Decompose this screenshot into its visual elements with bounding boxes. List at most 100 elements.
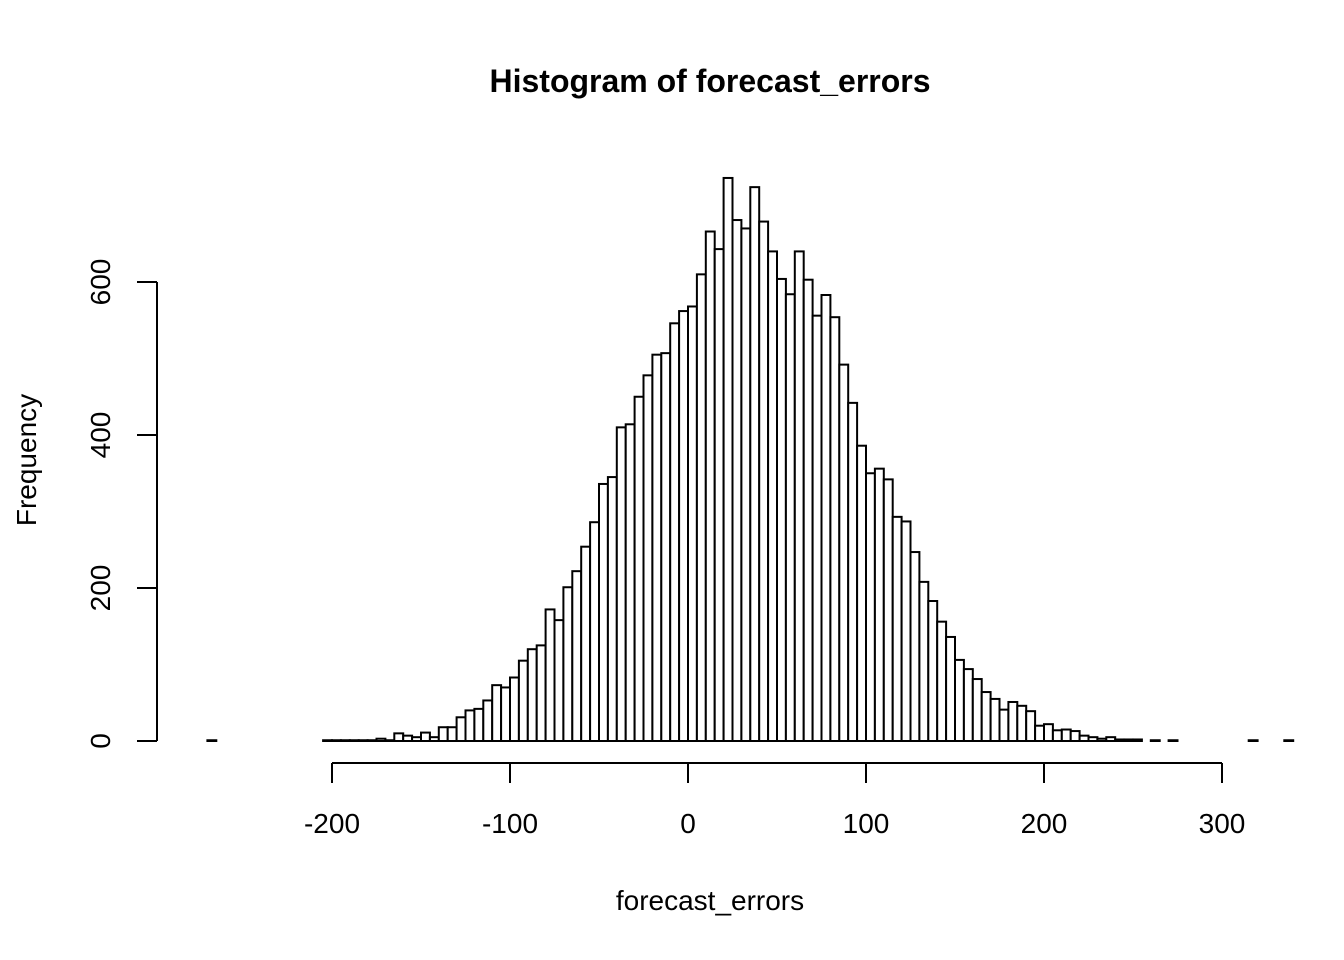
histogram-bar <box>348 739 360 742</box>
histogram-bar <box>882 478 894 742</box>
histogram-bar <box>1060 728 1072 743</box>
histogram-bar <box>517 659 529 742</box>
histogram-bar <box>526 648 538 743</box>
histogram-bar <box>704 230 716 742</box>
histogram-bar <box>544 608 556 742</box>
bars-group <box>206 176 1295 743</box>
histogram-bar <box>980 691 992 742</box>
histogram-bar <box>420 731 431 743</box>
histogram-bar <box>740 227 752 742</box>
histogram-bar <box>909 551 921 742</box>
histogram-bar <box>865 472 876 742</box>
histogram-bar <box>927 600 939 742</box>
histogram-bar <box>767 250 778 742</box>
histogram-bar <box>1123 738 1134 742</box>
histogram-bar <box>660 352 672 742</box>
y-tick-label: 200 <box>85 565 116 612</box>
x-tick-label: 0 <box>680 808 696 839</box>
histogram-bar <box>446 726 458 742</box>
histogram-bar <box>473 707 485 742</box>
histogram-bar <box>1043 723 1054 742</box>
y-tick-label: 0 <box>85 733 116 749</box>
histogram-bar <box>482 699 494 743</box>
histogram-bar <box>793 250 805 742</box>
histogram-bar <box>1051 729 1063 742</box>
histogram-bar <box>402 734 414 743</box>
histogram-bar <box>375 737 387 743</box>
histogram-bar <box>491 684 503 743</box>
histogram-bar <box>669 322 681 742</box>
histogram-bar <box>322 739 334 742</box>
histogram-bar <box>509 676 520 743</box>
y-tick-label: 400 <box>85 412 116 459</box>
histogram-bar <box>713 248 725 742</box>
x-tick-label: -100 <box>482 808 538 839</box>
histogram-bar <box>998 708 1010 743</box>
histogram-bar <box>954 658 965 742</box>
histogram-bar <box>553 619 565 743</box>
histogram-bar <box>678 310 689 742</box>
histogram-bar <box>1069 730 1081 742</box>
histogram-bar <box>331 739 342 742</box>
histogram-bar <box>571 570 583 742</box>
x-axis: -200 -100 0 100 200 300 <box>304 762 1246 839</box>
histogram-bar <box>829 316 841 742</box>
histogram-bar <box>962 668 974 743</box>
x-tick-label: -200 <box>304 808 360 839</box>
histogram-bar <box>1149 739 1161 742</box>
histogram-bar <box>615 426 627 742</box>
histogram-bar <box>1105 736 1117 742</box>
histogram-bar <box>722 176 734 742</box>
histogram-bar <box>589 521 600 743</box>
histogram-bar <box>1114 738 1126 742</box>
histogram-bar <box>900 520 912 742</box>
histogram-bar <box>464 709 476 743</box>
histogram-bar <box>802 278 814 742</box>
histogram-bar <box>1283 739 1295 742</box>
histogram-bar <box>393 732 405 742</box>
histogram-bar <box>784 293 796 742</box>
y-axis-label: Frequency <box>11 394 42 526</box>
histogram-bar <box>624 423 636 742</box>
histogram-bar <box>455 716 467 742</box>
x-tick-label: 200 <box>1021 808 1068 839</box>
histogram-bar <box>366 739 378 742</box>
histogram-bar <box>1096 737 1108 743</box>
histogram-bar <box>580 545 592 742</box>
histogram-bar <box>749 186 761 742</box>
histogram-bar <box>989 697 1001 742</box>
histogram-bar <box>500 686 512 743</box>
histogram-bar <box>1025 710 1037 742</box>
histogram-bar <box>1016 704 1028 742</box>
histogram-bar <box>811 314 823 742</box>
chart-title: Histogram of forecast_errors <box>489 63 930 99</box>
histogram-bar <box>1247 739 1259 742</box>
histogram-bar <box>918 580 930 742</box>
histogram-bar <box>357 739 369 742</box>
histogram-bar <box>776 277 787 742</box>
histogram-bar <box>535 644 547 742</box>
histogram-bar <box>339 739 351 742</box>
histogram-bar <box>1078 734 1090 743</box>
histogram-bar <box>598 482 609 742</box>
histogram-bar <box>642 374 654 742</box>
y-tick-label: 600 <box>85 259 116 306</box>
histogram-bar <box>936 620 948 742</box>
histogram-bar <box>437 726 449 742</box>
histogram-bar <box>945 635 956 743</box>
histogram-bar <box>606 476 618 742</box>
histogram-bar <box>873 467 885 742</box>
histogram-bar <box>1007 700 1019 742</box>
histogram-bar <box>856 444 867 742</box>
histogram-bar <box>758 220 770 742</box>
histogram-bar <box>891 515 903 742</box>
x-tick-label: 100 <box>843 808 890 839</box>
y-axis: 0 200 400 600 <box>85 259 158 749</box>
histogram-bar <box>1167 739 1179 742</box>
histogram-bar <box>206 739 218 742</box>
histogram-bar <box>687 305 698 742</box>
histogram-bar <box>411 736 423 742</box>
x-tick-label: 300 <box>1199 808 1246 839</box>
histogram-bar <box>1087 736 1099 742</box>
